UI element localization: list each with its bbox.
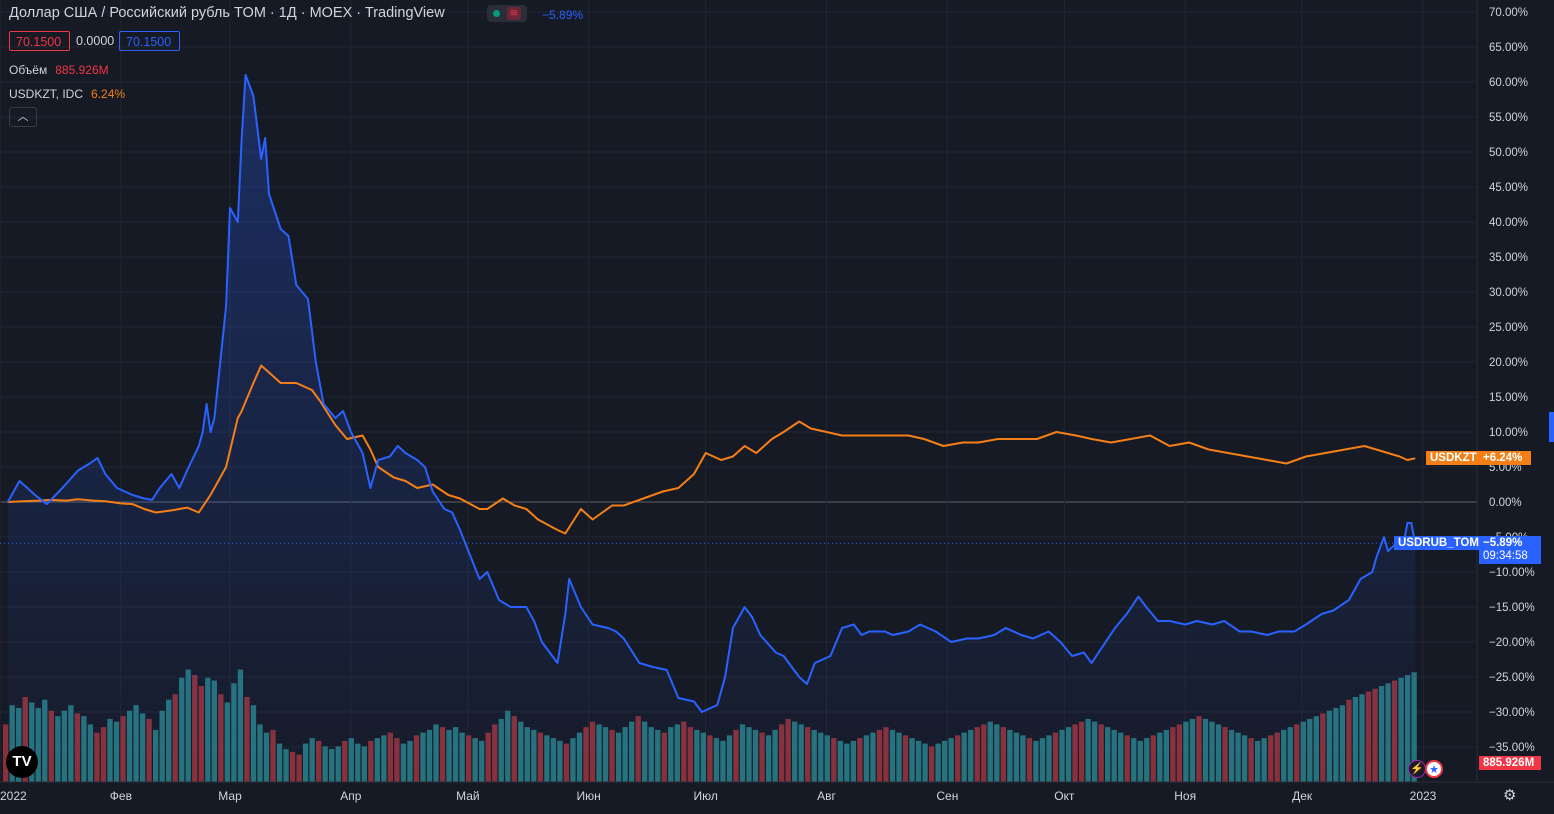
lightning-event-icon[interactable]: ⚡ (1408, 760, 1426, 778)
usdkzt-value-badge: +6.24% (1479, 451, 1531, 466)
x-tick-label: Май (456, 789, 480, 803)
usdrub-area (7, 75, 1416, 782)
y-tick-label: 25.00% (1489, 322, 1528, 334)
status-dot-icon (493, 10, 500, 17)
y-tick-label: 70.00% (1489, 7, 1528, 19)
volume-value-badge: 885.926M (1479, 756, 1541, 770)
y-tick-label: 20.00% (1489, 357, 1528, 369)
x-axis[interactable]: 2022 Фев Мар Апр Май Июн Июл Авг Сен Окт Ноя Дек 202… (0, 781, 1554, 803)
y-tick-label: 30.00% (1489, 287, 1528, 299)
usdkzt-name-badge: USDKZT (1426, 451, 1481, 466)
x-tick-label: 2023 (1410, 789, 1437, 803)
usdrub-line (6, 74, 1417, 713)
y-axis-bg (1477, 0, 1554, 814)
x-tick-label: Фев (110, 789, 132, 803)
y-tick-label: 65.00% (1489, 42, 1528, 54)
compare-legend-value: 6.24% (91, 87, 126, 101)
volume-legend-label: Объём (9, 63, 48, 77)
volume-legend[interactable]: Объём 885.926M (9, 63, 109, 77)
x-tick-label: 2022 (0, 789, 27, 803)
x-tick-label: Окт (1054, 789, 1075, 803)
market-closed-icon: ≋ (507, 7, 521, 20)
volume-bar (3, 724, 9, 782)
volume-legend-value: 885.926M (55, 63, 109, 77)
x-tick-label: Июн (577, 789, 601, 803)
x-tick-label: Дек (1292, 789, 1313, 803)
countdown-timer: 09:34:58 (1483, 550, 1528, 563)
usdrub-value: −5.89% (1483, 537, 1523, 550)
usdrub-name-badge: USDRUB_TOM (1394, 536, 1483, 551)
chevron-up-icon[interactable]: ︿ (9, 107, 37, 127)
y-tick-label: 40.00% (1489, 217, 1528, 229)
usdrub-value-badge: −5.89% 09:34:58 (1479, 536, 1541, 565)
y-tick-label: 55.00% (1489, 112, 1528, 124)
chart-title: Доллар США / Российский рубль TOM · 1Д ·… (9, 5, 445, 21)
x-tick-label: Июл (693, 789, 717, 803)
us-flag-event-icon[interactable]: ★ (1425, 760, 1443, 778)
x-tick-label: Ноя (1174, 789, 1196, 803)
gear-icon[interactable]: ⚙ (1503, 787, 1517, 804)
scroll-handle[interactable] (1549, 412, 1554, 442)
y-tick-label: 10.00% (1489, 427, 1528, 439)
y-tick-label: 60.00% (1489, 77, 1528, 89)
y-tick-label: −35.00% (1489, 742, 1535, 754)
y-tick-label: −15.00% (1489, 602, 1535, 614)
x-tick-label: Сен (936, 789, 958, 803)
x-tick-label: Авг (817, 789, 836, 803)
y-tick-label: −20.00% (1489, 637, 1535, 649)
usdkzt-line (7, 364, 1416, 535)
y-tick-label: 35.00% (1489, 252, 1528, 264)
close-price-box[interactable]: 70.1500 (119, 31, 180, 51)
spread-value: 0.0000 (76, 34, 115, 48)
tradingview-logo[interactable]: TV (6, 746, 38, 778)
visibility-toggle[interactable]: ≋ (487, 5, 527, 22)
y-tick-label: 0.00% (1489, 497, 1522, 509)
open-price-box[interactable]: 70.1500 (9, 31, 70, 51)
series-lines (0, 74, 1477, 782)
x-tick-label: Апр (340, 789, 362, 803)
compare-legend[interactable]: USDKZT, IDC 6.24% (9, 87, 125, 101)
y-tick-label: 45.00% (1489, 182, 1528, 194)
y-tick-label: 50.00% (1489, 147, 1528, 159)
y-tick-label: 15.00% (1489, 392, 1528, 404)
y-tick-label: −30.00% (1489, 707, 1535, 719)
compare-legend-label: USDKZT, IDC (9, 87, 84, 101)
y-axis[interactable]: 70.00% 65.00% 60.00% 55.00% 50.00% 45.00% 40.0… (1476, 0, 1554, 814)
y-tick-label: −10.00% (1489, 567, 1535, 579)
y-tick-label: −25.00% (1489, 672, 1535, 684)
header-change: −5.89% (542, 8, 584, 22)
x-tick-label: Мар (218, 789, 242, 803)
